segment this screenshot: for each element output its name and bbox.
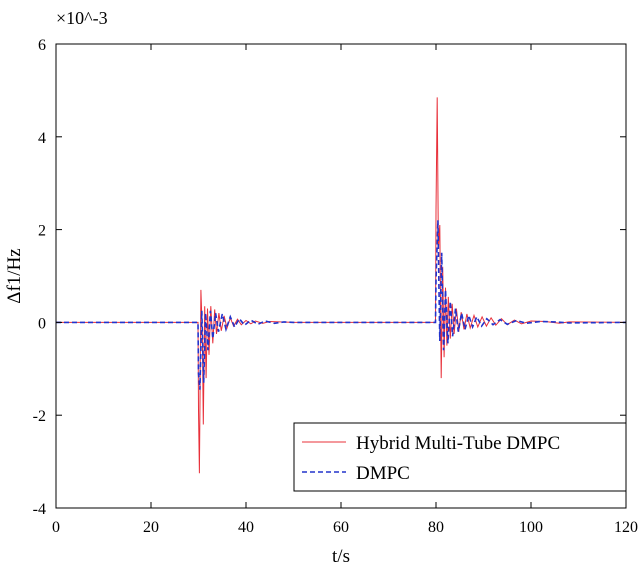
y-tick-label: 6 (38, 37, 46, 54)
y-tick-label: 2 (38, 223, 46, 240)
x-tick-label: 100 (519, 519, 543, 536)
tick-layer: 0 20 40 60 80 100 120 -4 -2 0 2 4 6 (33, 37, 638, 536)
x-tick-label: 20 (143, 519, 159, 536)
y-multiplier-label: ×10^-3 (56, 8, 108, 28)
y-tick-label: 0 (38, 315, 46, 332)
x-axis-title: t/s (332, 546, 350, 567)
y-tick-label: 4 (38, 130, 46, 147)
legend-label-hybrid: Hybrid Multi-Tube DMPC (356, 433, 560, 454)
series-line-1 (56, 220, 627, 390)
x-tick-label: 0 (52, 519, 60, 536)
y-axis-title: Δf1/Hz (4, 248, 25, 303)
legend-box (293, 422, 627, 492)
y-tick-label: -4 (33, 501, 46, 518)
x-tick-label: 80 (428, 519, 444, 536)
x-tick-label: 40 (238, 519, 254, 536)
legend: Hybrid Multi-Tube DMPC DMPC (293, 422, 627, 492)
series-layer (56, 97, 627, 474)
x-tick-label: 60 (333, 519, 349, 536)
series-line-0 (56, 97, 627, 474)
legend-label-dmpc: DMPC (356, 463, 410, 484)
x-tick-label: 120 (614, 519, 638, 536)
y-tick-label: -2 (33, 408, 46, 425)
